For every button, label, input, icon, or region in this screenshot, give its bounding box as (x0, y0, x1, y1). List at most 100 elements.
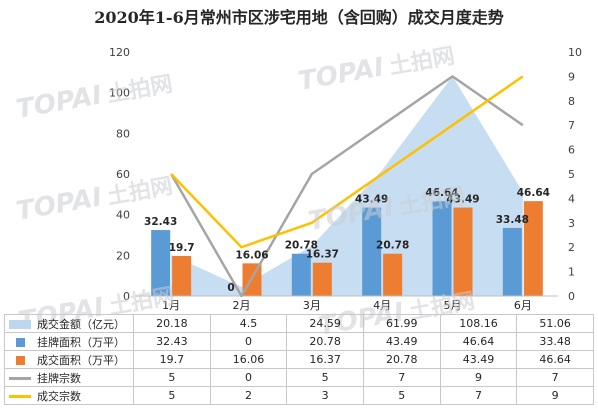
bar-sold-area-3 (312, 262, 332, 296)
table-cell: 46.64 (439, 332, 518, 351)
legend-label: 成交金额（亿元） (37, 317, 125, 331)
table-cell: 4.5 (209, 314, 288, 333)
line-listed-count (170, 75, 524, 298)
table-cell: 61.99 (362, 314, 441, 333)
legend-label: 挂牌宗数 (37, 371, 81, 385)
y-right-tick-label: 9 (568, 70, 575, 83)
row-amount: 成交金额（亿元） 20.18 4.5 24.59 61.99 108.16 51.06 (4, 314, 594, 333)
legend-label: 挂牌面积（万平） (37, 335, 125, 349)
data-label-sold-area: 46.64 (517, 187, 550, 199)
table-row-label: 成交面积（万平） (4, 350, 134, 369)
table-cell: 9 (516, 386, 594, 405)
x-tick-label: 4月 (373, 299, 391, 312)
table-cell: 108.16 (439, 314, 518, 333)
bar-listed-area-1 (151, 230, 171, 296)
bar-sold-area-1 (172, 255, 192, 296)
y-left-tick-label: 120 (109, 46, 130, 59)
table-cell: 51.06 (516, 314, 594, 333)
y-left-tick-label: 40 (116, 209, 130, 222)
line-series-group (170, 75, 524, 298)
line-sold-count (170, 75, 524, 249)
table-cell: 0 (209, 332, 288, 351)
y-right-tick-label: 3 (568, 217, 575, 230)
y-left-tick-label: 80 (116, 127, 130, 140)
table-cell: 46.64 (516, 350, 594, 369)
legend-label: 成交面积（万平） (37, 353, 125, 367)
x-tick-label: 5月 (444, 299, 462, 312)
table-cell: 5 (133, 386, 211, 405)
row-listed-count: 挂牌宗数 5 0 5 7 9 7 (4, 368, 594, 387)
x-tick-label: 2月 (233, 299, 251, 312)
table-cell: 43.49 (439, 350, 518, 369)
data-label-sold-area: 43.49 (446, 194, 479, 206)
y-left-tick-label: 0 (123, 290, 130, 303)
x-tick-label: 6月 (514, 299, 532, 312)
legend-key-icon (16, 356, 25, 365)
table-cell: 16.06 (209, 350, 288, 369)
y-right-tick-label: 2 (568, 241, 575, 254)
row-sold-area: 成交面积（万平） 19.7 16.06 16.37 20.78 43.49 46.64 (4, 350, 594, 369)
table-cell: 5 (286, 368, 364, 387)
data-label-sold-area: 20.78 (376, 240, 409, 252)
data-table: 成交金额（亿元） 20.18 4.5 24.59 61.99 108.16 51.06 挂牌面… (4, 314, 594, 405)
y-right-tick-label: 7 (568, 119, 575, 132)
bar-sold-area-4 (383, 253, 403, 296)
table-cell: 20.78 (286, 332, 364, 351)
data-label-listed-area: 43.49 (355, 194, 388, 206)
data-label-listed-area: 33.48 (496, 214, 529, 226)
data-label-listed-area: 46.64 (425, 187, 458, 199)
y-right-tick-label: 0 (568, 290, 575, 303)
table-cell: 20.78 (362, 350, 441, 369)
data-label-listed-area: 0 (227, 282, 234, 294)
table-cell: 7 (362, 368, 441, 387)
x-tick-label: 1月 (162, 299, 180, 312)
legend-key-icon (9, 377, 31, 380)
y-right-tick-label: 8 (568, 95, 575, 108)
table-row-label: 挂牌面积（万平） (4, 332, 134, 351)
tick-labels-group: 0 20 40 60 80 100 120 0 1 2 3 4 5 6 7 8 9 10 1月 2月 3月 4月 5月 6月 (109, 46, 582, 312)
row-sold-count: 成交宗数 5 2 3 5 7 9 (4, 386, 594, 405)
y-right-tick-label: 4 (568, 192, 575, 205)
bar-sold-area-6 (523, 201, 543, 296)
table-cell: 33.48 (516, 332, 594, 351)
x-tick-label: 3月 (303, 299, 321, 312)
bar-listed-area-4 (362, 207, 382, 296)
y-right-tick-label: 1 (568, 266, 575, 279)
table-cell: 5 (362, 386, 441, 405)
y-right-tick-label: 6 (568, 144, 575, 157)
table-row-label: 挂牌宗数 (4, 368, 134, 387)
bar-sold-area-5 (453, 207, 473, 296)
table-cell: 24.59 (286, 314, 364, 333)
y-left-tick-label: 100 (109, 87, 130, 100)
legend-key-icon (9, 395, 31, 398)
table-cell: 5 (133, 368, 211, 387)
data-label-sold-area: 16.37 (306, 249, 339, 261)
table-cell: 32.43 (133, 332, 211, 351)
legend-label: 成交宗数 (37, 389, 81, 403)
row-listed-area: 挂牌面积（万平） 32.43 0 20.78 43.49 46.64 33.48 (4, 332, 594, 351)
table-cell: 2 (209, 386, 288, 405)
y-right-tick-label: 10 (568, 46, 582, 59)
bar-listed-area-6 (502, 227, 522, 296)
data-label-listed-area: 20.78 (285, 240, 318, 252)
y-left-tick-label: 20 (116, 249, 130, 262)
bar-listed-area-3 (291, 253, 311, 296)
data-label-sold-area: 16.06 (235, 249, 268, 261)
table-row-label: 成交宗数 (4, 386, 134, 405)
table-cell: 43.49 (362, 332, 441, 351)
table-cell: 20.18 (133, 314, 211, 333)
table-cell: 7 (516, 368, 594, 387)
data-label-sold-area: 19.7 (169, 242, 195, 254)
y-left-tick-label: 60 (116, 168, 130, 181)
bar-listed-area-5 (432, 201, 452, 296)
legend-key-icon (9, 320, 31, 329)
legend-key-icon (16, 338, 25, 347)
table-cell: 19.7 (133, 350, 211, 369)
table-row-label: 成交金额（亿元） (4, 314, 134, 333)
table-cell: 9 (439, 368, 518, 387)
table-cell: 7 (439, 386, 518, 405)
table-cell: 16.37 (286, 350, 364, 369)
chart-title: 2020年1-6月常州市区涉宅用地（含回购）成交月度走势 (94, 8, 504, 27)
